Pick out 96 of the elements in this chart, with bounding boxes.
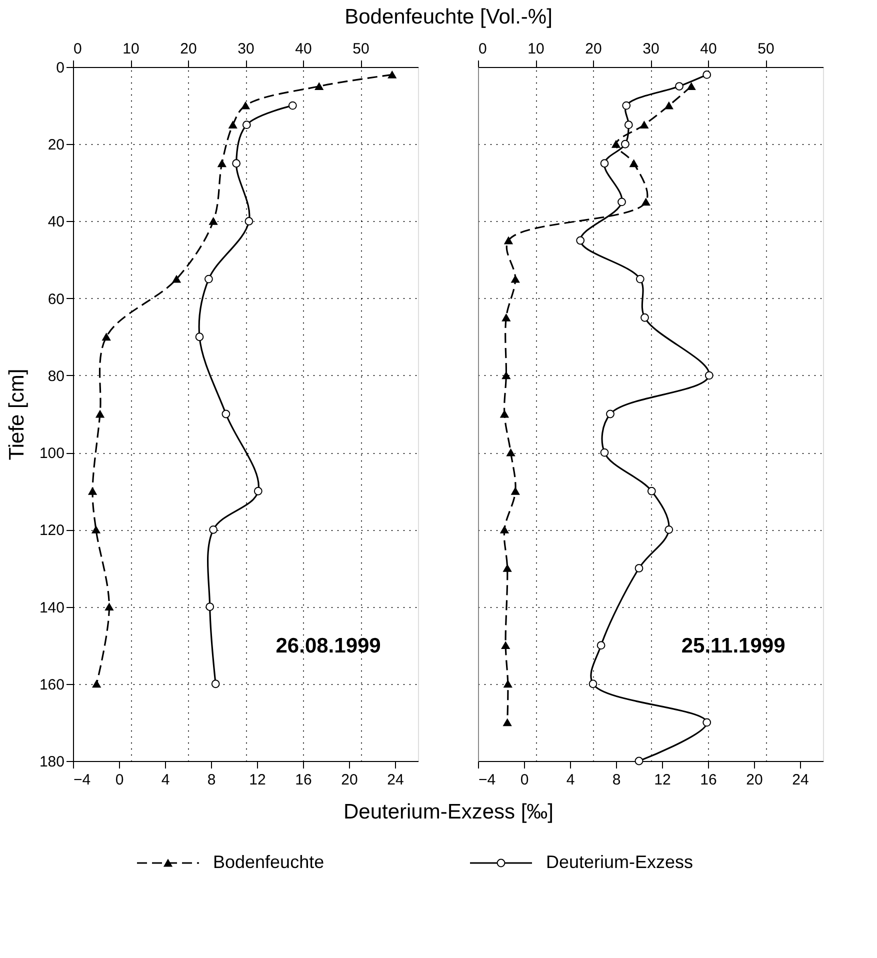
- point: [511, 275, 520, 283]
- point: [92, 680, 101, 688]
- point: [702, 70, 712, 79]
- point: [600, 448, 609, 457]
- x2-tick-label: 50: [758, 40, 774, 58]
- point: [501, 642, 510, 650]
- point: [209, 218, 218, 225]
- x2-tick-label: 0: [478, 40, 487, 58]
- point: [702, 718, 712, 727]
- x-tick-label: 16: [295, 772, 312, 788]
- point: [88, 487, 97, 495]
- y-tick-label: 0: [56, 60, 64, 76]
- point: [504, 680, 512, 688]
- x2-tick-label: 20: [180, 40, 197, 58]
- point: [634, 756, 644, 766]
- x-tick-label: 0: [115, 772, 124, 788]
- x-tick-label: 8: [612, 772, 621, 788]
- legend-label: Deuterium-Exzess: [546, 852, 694, 872]
- x2-tick-label: 40: [295, 40, 312, 58]
- point: [388, 71, 396, 78]
- point: [502, 372, 510, 380]
- y-tick-label: 120: [39, 522, 64, 540]
- y-tick-label: 60: [48, 290, 64, 308]
- point: [664, 102, 674, 110]
- point: [630, 160, 638, 168]
- y-tick-label: 80: [48, 368, 64, 385]
- y-tick-label: 100: [39, 445, 64, 462]
- point: [622, 101, 631, 110]
- x-tick-label: 20: [341, 772, 358, 788]
- y-axis-title: Tiefe [cm]: [5, 368, 28, 460]
- x2-tick-label: 10: [528, 40, 544, 58]
- point: [504, 236, 513, 244]
- x-tick-label: −4: [478, 772, 496, 788]
- y-tick-label: 180: [39, 754, 64, 770]
- x-tick-label: 0: [520, 772, 529, 788]
- x2-tick-label: 20: [585, 40, 602, 58]
- point: [502, 314, 510, 322]
- point: [511, 487, 520, 495]
- point: [500, 526, 509, 534]
- x-tick-label: 16: [700, 772, 717, 788]
- point: [636, 274, 644, 284]
- point: [105, 603, 114, 610]
- point: [600, 159, 609, 168]
- x2-tick-label: 0: [74, 40, 82, 58]
- x2-tick-label: 30: [642, 40, 660, 58]
- point: [634, 564, 644, 572]
- point: [503, 564, 512, 572]
- x-tick-label: 4: [566, 772, 575, 788]
- point: [500, 410, 509, 418]
- point: [687, 82, 696, 90]
- x-tick-label: 12: [654, 772, 671, 788]
- x2-tick-label: 40: [700, 40, 717, 58]
- point: [640, 121, 648, 129]
- point: [96, 410, 104, 418]
- point: [620, 140, 630, 148]
- point: [704, 371, 714, 380]
- point: [241, 102, 250, 110]
- x-tick-label: 12: [249, 772, 266, 788]
- y-tick-label: 140: [39, 599, 64, 616]
- point: [606, 410, 614, 418]
- point: [612, 140, 620, 148]
- legend-label: Bodenfeuchte: [213, 852, 324, 872]
- point: [596, 641, 606, 650]
- point: [172, 275, 181, 283]
- point: [675, 82, 684, 90]
- point: [314, 82, 324, 90]
- point: [228, 121, 238, 129]
- point: [92, 526, 100, 534]
- point: [576, 236, 585, 245]
- x-tick-label: 8: [207, 772, 216, 788]
- point: [588, 680, 598, 688]
- y-tick-label: 20: [48, 136, 64, 154]
- point: [503, 718, 512, 726]
- x-axis-title: Deuterium-Exzess [‰]: [343, 800, 554, 824]
- y-tick-label: 40: [48, 214, 64, 231]
- point: [624, 120, 633, 130]
- point: [642, 198, 650, 206]
- annotation: 26.08.1999: [276, 634, 381, 658]
- x2-axis-title: Bodenfeuchte [Vol.-%]: [344, 6, 552, 28]
- point: [218, 160, 226, 168]
- point: [647, 486, 656, 496]
- point: [664, 525, 674, 534]
- x2-tick-label: 10: [122, 40, 140, 58]
- x-tick-label: 24: [792, 772, 809, 788]
- point: [102, 333, 111, 341]
- x-tick-label: 20: [746, 772, 763, 788]
- x2-tick-label: 30: [238, 40, 254, 58]
- annotation: 25.11.1999: [681, 634, 786, 658]
- point: [506, 448, 515, 456]
- x-tick-label: −4: [74, 772, 91, 788]
- point: [618, 198, 626, 206]
- x2-tick-label: 50: [352, 40, 370, 58]
- y-tick-label: 160: [39, 676, 64, 694]
- x-tick-label: 24: [387, 772, 404, 788]
- x-tick-label: 4: [161, 772, 170, 788]
- point: [640, 313, 649, 322]
